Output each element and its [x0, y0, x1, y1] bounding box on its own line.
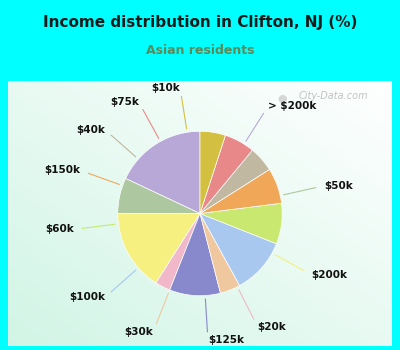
Text: $20k: $20k: [258, 322, 286, 331]
Wedge shape: [156, 214, 200, 290]
Text: $40k: $40k: [76, 125, 105, 134]
Wedge shape: [200, 150, 270, 214]
Text: $50k: $50k: [324, 181, 353, 191]
Wedge shape: [200, 135, 252, 214]
Text: > $200k: > $200k: [268, 101, 316, 111]
Wedge shape: [170, 214, 220, 296]
Text: $30k: $30k: [124, 327, 153, 337]
Text: City-Data.com: City-Data.com: [299, 91, 368, 101]
Text: $100k: $100k: [69, 293, 105, 302]
Wedge shape: [200, 214, 276, 286]
Text: $10k: $10k: [151, 83, 180, 93]
Wedge shape: [200, 131, 226, 214]
Text: $125k: $125k: [208, 335, 244, 345]
Text: Asian residents: Asian residents: [146, 44, 254, 57]
Wedge shape: [200, 169, 282, 214]
Wedge shape: [118, 178, 200, 214]
Text: $150k: $150k: [44, 166, 80, 175]
Text: $200k: $200k: [311, 270, 347, 280]
Wedge shape: [200, 214, 240, 293]
Wedge shape: [118, 214, 200, 283]
Text: $75k: $75k: [110, 97, 139, 107]
Text: $60k: $60k: [45, 224, 74, 234]
Wedge shape: [126, 131, 200, 214]
Text: ●: ●: [277, 94, 287, 104]
Text: Income distribution in Clifton, NJ (%): Income distribution in Clifton, NJ (%): [43, 15, 357, 30]
Wedge shape: [200, 203, 282, 244]
